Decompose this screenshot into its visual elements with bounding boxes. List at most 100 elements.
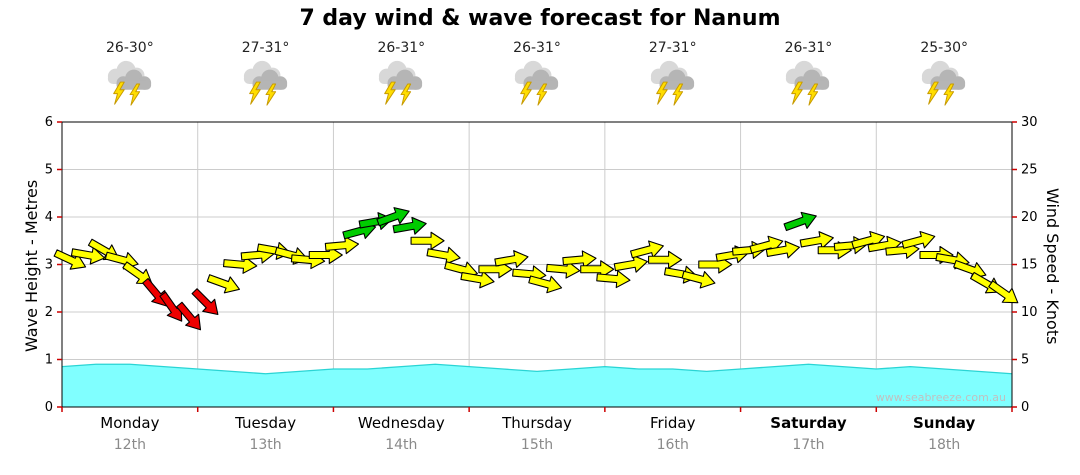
temperature-range: 26-30° — [106, 40, 154, 56]
day-labels-row: Monday 12th Tuesday 13th Wednesday 14th Thursd… — [62, 414, 1012, 453]
gridlines — [62, 122, 1012, 407]
lightning-bolt-icon — [384, 81, 412, 106]
tick-labels: 0 1 2 3 4 5 6 0 5 10 15 20 25 30 — [45, 115, 1038, 415]
cloud-shape — [243, 60, 287, 90]
wind-axis-tick-label: 20 — [1021, 210, 1038, 225]
lightning-bolt-icon — [655, 81, 683, 106]
wind-arrow — [206, 274, 241, 294]
wave-axis-tick-label: 0 — [45, 400, 53, 415]
wind-axis-tick-label: 30 — [1021, 115, 1038, 130]
temperature-range: 27-31° — [648, 40, 697, 56]
wave-axis-tick-label: 1 — [45, 353, 53, 368]
day-name: Tuesday — [235, 414, 297, 432]
page-title: 7 day wind & wave forecast for Nanum — [299, 6, 781, 31]
storm-icon — [514, 60, 559, 106]
day-date: 14th — [385, 437, 418, 453]
wind-arrow — [142, 277, 168, 307]
wave-height-area — [62, 364, 1012, 407]
temperature-range: 27-31° — [241, 40, 290, 56]
wave-axis-tick-label: 6 — [45, 115, 53, 130]
storm-icon — [786, 60, 830, 106]
wave-axis-tick-label: 3 — [45, 258, 53, 273]
day-header-tuesday: 27-31° — [198, 40, 334, 109]
axis-ticks — [57, 121, 1017, 412]
wind-arrow — [901, 230, 936, 249]
wind-arrow — [460, 270, 495, 289]
day-header-wednesday: 26-31° — [333, 40, 469, 109]
day-label-tuesday: Tuesday 13th — [198, 414, 334, 453]
wave-axis-tick-label: 4 — [45, 210, 53, 225]
wind-arrow — [988, 280, 1019, 304]
wind-arrow — [799, 231, 834, 249]
day-name: Thursday — [502, 414, 572, 432]
watermark: www.seabreeze.com.au — [875, 391, 1006, 404]
day-name: Saturday — [770, 414, 847, 432]
wind-arrow — [410, 231, 445, 250]
wind-arrow — [176, 301, 202, 331]
wind-arrow — [494, 250, 529, 268]
wave-axis-tick-label: 2 — [45, 305, 53, 320]
wind-arrow — [426, 246, 461, 265]
day-label-sunday: Sunday 18th — [876, 414, 1012, 453]
day-date: 16th — [656, 437, 689, 453]
day-header-thursday: 26-31° — [469, 40, 605, 109]
wind-arrow — [70, 246, 106, 265]
wind-arrow — [53, 249, 87, 270]
day-date: 18th — [928, 437, 961, 453]
wind-axis-tick-label: 0 — [1021, 400, 1029, 415]
temperature-range: 25-30° — [920, 40, 969, 56]
day-label-saturday: Saturday 17th — [741, 414, 877, 453]
wind-arrow — [681, 270, 716, 289]
temperature-range: 26-31° — [784, 40, 833, 56]
wind-arrow — [308, 245, 343, 265]
day-name: Friday — [650, 414, 696, 432]
day-label-thursday: Thursday 15th — [469, 414, 605, 453]
storm-icon — [650, 60, 694, 106]
day-name: Sunday — [913, 414, 976, 432]
cloud-shape — [514, 60, 559, 90]
day-label-friday: Friday 16th — [605, 414, 741, 453]
storm-icon — [107, 60, 152, 106]
wind-arrow — [630, 240, 664, 259]
wind-arrow — [613, 254, 648, 273]
wind-arrow — [783, 211, 817, 232]
lightning-bolt-icon — [113, 81, 140, 106]
day-header-saturday: 26-31° — [741, 40, 877, 109]
wind-arrow — [528, 275, 563, 294]
cloud-shape — [650, 60, 694, 90]
day-header-sunday: 25-30° — [876, 40, 1012, 109]
wind-axis-tick-label: 25 — [1021, 163, 1038, 178]
wind-arrow — [222, 255, 258, 274]
day-name: Wednesday — [357, 414, 445, 432]
lightning-bolt-icon — [248, 81, 276, 106]
day-label-wednesday: Wednesday 14th — [333, 414, 469, 453]
wind-arrow — [580, 260, 615, 279]
day-header-monday: 26-30° — [62, 40, 198, 109]
wave-axis-tick-label: 5 — [45, 163, 53, 178]
lightning-bolt-icon — [927, 81, 955, 106]
day-date: 13th — [249, 437, 282, 453]
wind-arrows — [53, 207, 1019, 331]
wind-axis-tick-label: 5 — [1021, 353, 1029, 368]
storm-icon — [922, 60, 966, 106]
cloud-shape — [379, 60, 423, 90]
wind-arrow — [392, 216, 427, 235]
day-name: Monday — [100, 414, 160, 432]
wind-axis-tick-label: 15 — [1021, 258, 1038, 273]
wind-arrow — [545, 260, 581, 279]
wave-height-line — [61, 363, 1013, 375]
day-header-friday: 27-31° — [605, 40, 741, 109]
wind-arrow — [562, 250, 597, 269]
storm-icon — [379, 60, 423, 106]
temperature-range: 26-31° — [377, 40, 426, 56]
wind-axis-tick-label: 10 — [1021, 305, 1038, 320]
day-date: 17th — [792, 437, 825, 453]
day-date: 15th — [520, 437, 554, 453]
lightning-bolt-icon — [791, 81, 819, 106]
storm-icon — [243, 60, 287, 106]
lightning-bolt-icon — [520, 81, 548, 106]
day-date: 12th — [113, 437, 146, 453]
wave-height-axis-label: Wave Height - Metres — [22, 179, 41, 352]
